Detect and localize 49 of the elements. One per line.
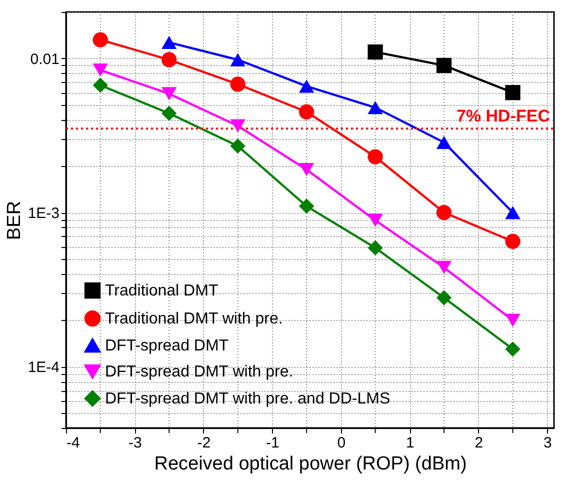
point xyxy=(230,76,246,92)
point xyxy=(436,290,452,306)
point xyxy=(92,32,108,48)
x-tick-label: -3 xyxy=(128,434,142,452)
ref-line-label: 7% HD-FEC xyxy=(456,106,550,126)
point xyxy=(298,80,314,93)
x-tick-label: -1 xyxy=(266,434,280,452)
point xyxy=(230,53,246,66)
point xyxy=(505,85,520,100)
point xyxy=(505,314,520,327)
point xyxy=(436,260,452,274)
point xyxy=(368,44,383,60)
legend-label: Traditional DMT xyxy=(105,282,218,300)
point xyxy=(162,52,177,68)
point xyxy=(368,214,383,227)
point xyxy=(368,100,383,114)
point xyxy=(368,149,383,164)
point xyxy=(436,58,452,74)
y-tick-label: 1E-3 xyxy=(28,205,60,222)
point xyxy=(230,119,246,132)
legend-label: DFT-spread DMT xyxy=(105,338,229,354)
point xyxy=(505,342,520,357)
x-tick-label: -4 xyxy=(66,434,80,452)
x-tick-label: 2 xyxy=(474,434,484,452)
point xyxy=(298,163,314,176)
legend-label: DFT-spread DMT with pre. and DD-LMS xyxy=(105,390,390,408)
point xyxy=(230,138,246,154)
point xyxy=(505,234,520,249)
x-axis-title: Received optical power (ROP) (dBm) xyxy=(154,454,467,474)
x-tick-label: 1 xyxy=(406,434,414,452)
point xyxy=(368,240,383,256)
x-tick-label: 3 xyxy=(543,434,552,452)
point xyxy=(436,136,452,149)
legend-label: DFT-spread DMT with pre. xyxy=(105,364,294,380)
point xyxy=(92,78,108,93)
x-tick-label: -2 xyxy=(197,434,211,452)
x-tick-label: 0 xyxy=(337,434,346,452)
y-axis-title: BER xyxy=(4,200,25,240)
point xyxy=(298,104,314,120)
y-tick-label: 1E-4 xyxy=(28,359,60,376)
y-tick-label: 0.01 xyxy=(30,50,60,68)
point xyxy=(436,204,452,220)
legend-label: Traditional DMT with pre. xyxy=(105,310,283,328)
point xyxy=(162,106,177,121)
point xyxy=(298,198,314,214)
point xyxy=(162,87,177,100)
point xyxy=(92,64,108,77)
point xyxy=(162,36,177,49)
point xyxy=(505,206,520,220)
